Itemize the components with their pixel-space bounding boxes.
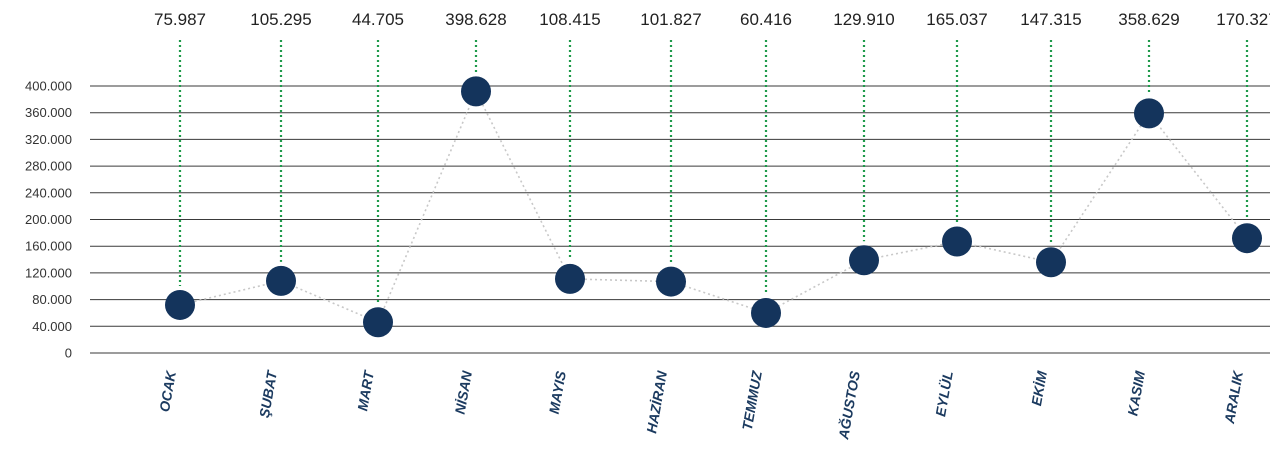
- x-category-label: ARALIK: [1221, 369, 1246, 426]
- x-category-label: TEMMUZ: [739, 369, 765, 431]
- y-tick-label: 80.000: [32, 292, 72, 307]
- x-category-label: OCAK: [156, 369, 179, 413]
- value-label: 60.416: [740, 10, 792, 29]
- x-category-label: NİSAN: [452, 369, 475, 416]
- x-category-label: AĞUSTOS: [834, 369, 863, 442]
- data-point: [1232, 223, 1262, 254]
- data-point: [1036, 247, 1066, 278]
- value-labels: 75.987 105.295 44.705 398.628 108.415 101.827…: [154, 10, 1270, 29]
- y-tick-label: 40.000: [32, 319, 72, 334]
- x-category-label: ŞUBAT: [256, 368, 280, 419]
- x-category-label: MAYIS: [546, 369, 569, 415]
- data-point: [461, 76, 491, 107]
- x-category-label: EYLÜL: [932, 370, 956, 418]
- y-tick-label: 160.000: [25, 239, 72, 254]
- y-tick-label: 360.000: [25, 105, 72, 120]
- value-label: 358.629: [1118, 10, 1179, 29]
- data-point: [656, 266, 686, 297]
- y-tick-label: 240.000: [25, 185, 72, 200]
- data-point: [849, 245, 879, 276]
- x-category-label: HAZİRAN: [643, 369, 670, 435]
- y-tick-label: 200.000: [25, 212, 72, 227]
- series-line: [179, 89, 1248, 324]
- y-tick-label: 0: [65, 346, 72, 361]
- value-label: 108.415: [539, 10, 600, 29]
- value-label: 101.827: [640, 10, 701, 29]
- data-point: [751, 297, 781, 328]
- value-label: 147.315: [1020, 10, 1081, 29]
- y-tick-label: 320.000: [25, 132, 72, 147]
- data-point: [942, 226, 972, 257]
- series-connector: [179, 89, 1248, 324]
- value-label: 165.037: [926, 10, 987, 29]
- data-point: [555, 263, 585, 294]
- series-points: [165, 76, 1262, 338]
- x-category-label: EKİM: [1028, 369, 1050, 407]
- value-guides: [178, 40, 1249, 304]
- data-point: [266, 265, 296, 296]
- y-tick-label: 120.000: [25, 265, 72, 280]
- value-label: 170.327: [1216, 10, 1270, 29]
- x-category-label: MART: [354, 368, 377, 412]
- y-axis-tick-labels: 0 40.000 80.000 120.000 160.000 200.000 240.00…: [25, 79, 72, 361]
- value-label: 105.295: [250, 10, 311, 29]
- data-point: [165, 289, 195, 320]
- y-tick-label: 280.000: [25, 159, 72, 174]
- x-category-label: KASIM: [1124, 369, 1148, 417]
- data-point: [1134, 98, 1164, 129]
- x-axis-category-labels: OCAK ŞUBAT MART NİSAN MAYIS HAZİRAN TEMMUZ AĞUS…: [156, 368, 1246, 441]
- data-point: [363, 307, 393, 338]
- value-label: 398.628: [445, 10, 506, 29]
- value-label: 44.705: [352, 10, 404, 29]
- value-label: 75.987: [154, 10, 206, 29]
- grid-lines: [90, 85, 1270, 354]
- y-tick-label: 400.000: [25, 79, 72, 94]
- value-label: 129.910: [833, 10, 894, 29]
